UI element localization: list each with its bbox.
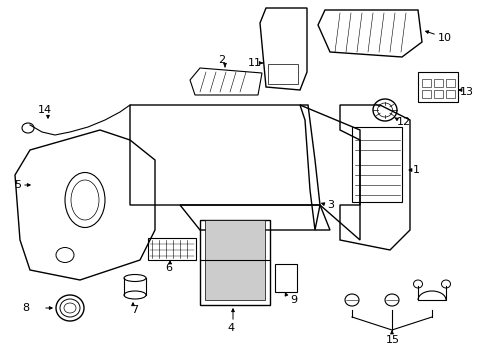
Bar [274,264,296,292]
Text: 14: 14 [38,105,52,115]
Text: 9: 9 [289,295,297,305]
Bar [433,79,442,87]
Text: 2: 2 [218,55,224,65]
Bar [200,220,269,305]
Text: 10: 10 [437,33,451,43]
Text: 1: 1 [412,165,419,175]
Text: 11: 11 [247,58,262,68]
Bar [421,90,430,98]
Text: 13: 13 [459,87,473,97]
Text: 6: 6 [164,263,172,273]
Bar [267,64,297,84]
Bar [204,220,264,300]
Bar [445,90,454,98]
Text: 15: 15 [385,335,399,345]
Bar [421,79,430,87]
Text: 4: 4 [226,323,234,333]
Bar [433,90,442,98]
Bar [417,72,457,102]
Bar [445,79,454,87]
Bar [148,238,196,260]
Text: 8: 8 [22,303,29,313]
Text: 7: 7 [131,305,138,315]
Text: 12: 12 [396,117,410,127]
Text: 3: 3 [326,200,333,210]
Bar [351,127,401,202]
Text: 5: 5 [14,180,21,190]
